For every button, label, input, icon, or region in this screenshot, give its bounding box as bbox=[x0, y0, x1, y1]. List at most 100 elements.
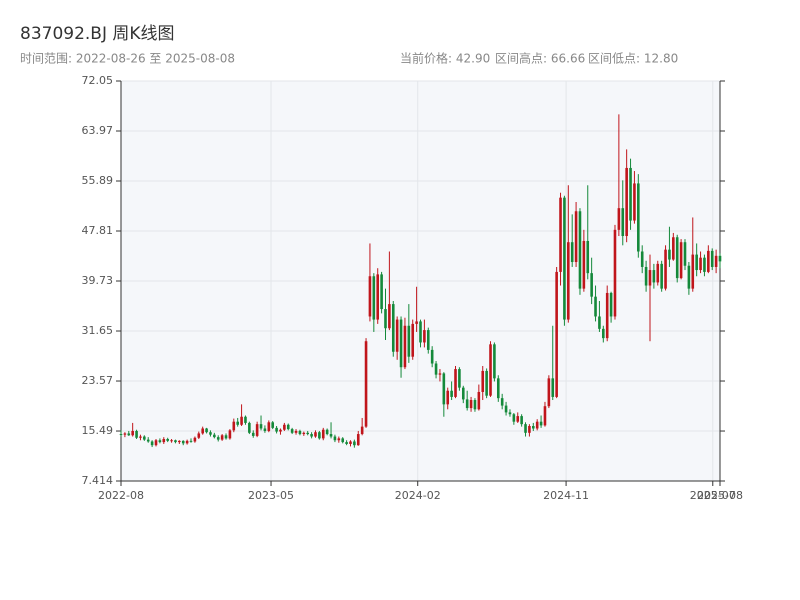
candle-body bbox=[520, 416, 523, 425]
candle-body bbox=[368, 276, 372, 317]
candle-body bbox=[605, 292, 609, 339]
candle-body bbox=[290, 429, 294, 433]
candle-body bbox=[508, 412, 512, 415]
candle-body bbox=[419, 321, 422, 343]
candle-body bbox=[621, 208, 625, 237]
candle-body bbox=[570, 242, 574, 263]
candle-body bbox=[209, 432, 212, 435]
stat: 区间高点: 66.66 bbox=[495, 51, 585, 66]
candle-body bbox=[170, 440, 173, 442]
candle-body bbox=[306, 432, 310, 435]
candle-body bbox=[236, 421, 239, 425]
candle-body bbox=[512, 414, 516, 422]
candle-body bbox=[442, 373, 446, 405]
candle-body bbox=[699, 257, 702, 271]
candle-body bbox=[411, 323, 415, 357]
candle-body bbox=[473, 400, 477, 410]
candle-body bbox=[516, 416, 520, 422]
candle-body bbox=[672, 237, 675, 260]
candle-body bbox=[220, 435, 224, 440]
candle-body bbox=[590, 273, 593, 297]
y-tick-label: 15.49 bbox=[82, 424, 114, 437]
y-tick-label: 7.414 bbox=[82, 474, 114, 487]
candle-body bbox=[345, 442, 348, 444]
candle-body bbox=[531, 426, 535, 429]
candle-body bbox=[399, 319, 403, 368]
candle-body bbox=[547, 378, 551, 407]
candle-body bbox=[675, 237, 679, 279]
candle-body bbox=[267, 422, 271, 431]
candle-body bbox=[146, 439, 150, 442]
candle-body bbox=[333, 436, 337, 441]
candle-body bbox=[652, 270, 656, 283]
candle-body bbox=[551, 378, 555, 397]
y-tick-label: 31.65 bbox=[82, 324, 114, 337]
candle-body bbox=[640, 251, 644, 267]
candle-body bbox=[504, 405, 508, 413]
candle-body bbox=[609, 292, 613, 317]
candle-body bbox=[629, 167, 632, 221]
candle-body bbox=[244, 416, 247, 423]
candle-body bbox=[364, 341, 368, 427]
candle-body bbox=[174, 440, 177, 443]
chart-subtitle: 时间范围: 2022-08-26 至 2025-08-08 bbox=[20, 52, 235, 66]
candle-body bbox=[294, 430, 298, 433]
y-tick-label: 39.73 bbox=[82, 274, 114, 287]
candle-body bbox=[123, 433, 127, 435]
candle-body bbox=[602, 328, 605, 339]
x-tick-label: 2022-08 bbox=[98, 489, 144, 502]
y-tick-label: 72.05 bbox=[82, 74, 114, 87]
candle-body bbox=[703, 257, 706, 272]
candle-body bbox=[481, 370, 485, 392]
candle-body bbox=[216, 437, 220, 440]
candle-body bbox=[255, 424, 259, 436]
x-tick-label: 2025-07 bbox=[690, 489, 736, 502]
candle-body bbox=[318, 432, 321, 439]
candle-body bbox=[496, 378, 500, 399]
candle-body bbox=[388, 304, 391, 329]
candle-body bbox=[353, 441, 356, 446]
candle-body bbox=[438, 373, 442, 375]
y-tick-label: 55.89 bbox=[82, 174, 114, 187]
candle-body bbox=[598, 316, 601, 329]
candle-body bbox=[430, 349, 434, 364]
candle-body bbox=[535, 421, 539, 429]
candle-body bbox=[240, 416, 243, 425]
x-tick-label: 2023-05 bbox=[248, 489, 294, 502]
candle-body bbox=[648, 270, 652, 286]
candle-body bbox=[259, 424, 263, 429]
candle-body bbox=[582, 240, 586, 289]
candle-body bbox=[325, 429, 329, 435]
candle-body bbox=[166, 439, 169, 441]
candle-body bbox=[493, 344, 496, 379]
candle-body bbox=[586, 240, 590, 274]
candle-body bbox=[263, 428, 267, 431]
candle-body bbox=[298, 430, 302, 435]
y-tick-label: 63.97 bbox=[82, 124, 114, 137]
candle-body bbox=[461, 387, 465, 400]
candle-body bbox=[139, 436, 142, 438]
candle-body bbox=[143, 436, 146, 440]
candle-body bbox=[415, 321, 418, 324]
candle-body bbox=[691, 254, 695, 289]
candle-body bbox=[528, 426, 531, 433]
candle-body bbox=[683, 242, 687, 266]
candle-body bbox=[567, 242, 570, 320]
candle-body bbox=[360, 426, 364, 435]
candle-body bbox=[664, 249, 667, 289]
candle-body bbox=[524, 424, 527, 433]
candle-body bbox=[613, 229, 617, 317]
candle-body bbox=[119, 434, 123, 436]
candle-body bbox=[707, 250, 710, 272]
candle-body bbox=[321, 429, 325, 439]
candle-body bbox=[302, 432, 306, 435]
candle-body bbox=[376, 274, 380, 320]
candle-body bbox=[625, 167, 628, 237]
candle-body bbox=[380, 274, 383, 310]
candle-body bbox=[395, 319, 399, 352]
candle-body bbox=[181, 440, 185, 444]
candle-body bbox=[477, 391, 481, 410]
candle-body bbox=[279, 429, 282, 432]
candle-body bbox=[205, 428, 208, 433]
